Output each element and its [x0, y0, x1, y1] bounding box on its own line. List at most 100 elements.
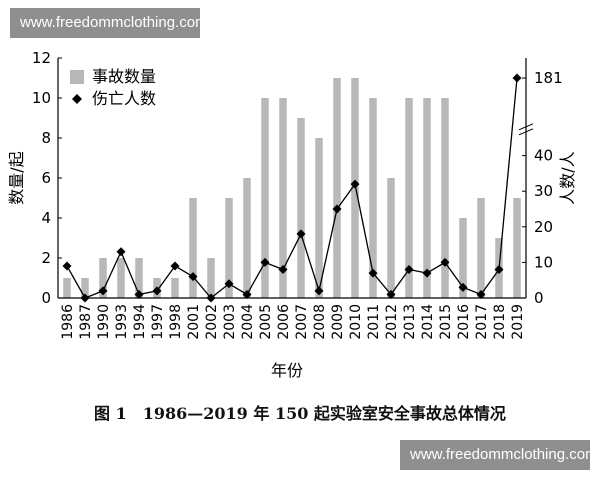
line-point — [260, 257, 270, 267]
figure-caption: 图 1 1986—2019 年 150 起实验室安全事故总体情况 — [94, 404, 506, 423]
bar — [423, 98, 431, 298]
line-point — [314, 286, 324, 296]
y-tick-label: 4 — [41, 209, 51, 227]
y2-tick-label: 10 — [534, 253, 553, 271]
bar-layer — [63, 78, 521, 298]
series-line — [66, 77, 518, 299]
x-tick-label: 1994 — [132, 304, 148, 340]
line-point — [152, 286, 162, 296]
x-tick-label: 1997 — [150, 304, 166, 340]
x-tick-label: 2007 — [294, 304, 310, 340]
x-tick-label: 1990 — [96, 304, 112, 340]
line-point — [422, 268, 432, 278]
x-tick-label: 2001 — [186, 304, 202, 340]
x-tick-label: 2016 — [456, 304, 472, 340]
bar — [279, 98, 287, 298]
y2-tick-label: 40 — [534, 147, 553, 165]
bar — [297, 118, 305, 298]
line-point — [242, 289, 252, 299]
bar — [117, 258, 125, 298]
line-point — [188, 272, 198, 282]
x-tick-label: 2009 — [330, 304, 346, 340]
x-tick-label: 2011 — [366, 304, 382, 340]
line-point — [386, 289, 396, 299]
x-tick-label: 2002 — [204, 304, 220, 340]
line-point — [476, 289, 486, 299]
y-axis-title: 数量/起 — [7, 151, 26, 204]
bar — [441, 98, 449, 298]
line-point — [350, 179, 360, 189]
legend: 事故数量 伤亡人数 — [70, 67, 156, 108]
bar — [477, 198, 485, 298]
y2-axis-title: 人数/人 — [558, 151, 577, 204]
line-point — [296, 229, 306, 239]
bar — [99, 258, 107, 298]
bar — [243, 178, 251, 298]
x-tick-label: 1986 — [60, 304, 76, 340]
bar — [459, 218, 467, 298]
x-tick-label: 2005 — [258, 304, 274, 340]
watermark-bottom: www.freedommclothing.com — [400, 440, 598, 470]
x-tick-label: 2012 — [384, 304, 400, 340]
y-tick-label: 2 — [41, 249, 51, 267]
y2-tick-label: 20 — [534, 218, 553, 236]
y-tick-label: 0 — [41, 289, 51, 307]
bar — [333, 78, 341, 298]
line-point — [278, 265, 288, 275]
line-layer — [62, 73, 522, 303]
legend-swatch-bar — [70, 70, 84, 84]
line-point — [368, 268, 378, 278]
bar — [207, 258, 215, 298]
x-tick-label: 2008 — [312, 304, 328, 340]
bar — [63, 278, 71, 298]
x-tick-label: 2014 — [420, 304, 436, 340]
x-tick-label: 2006 — [276, 304, 292, 340]
line-point — [458, 282, 468, 292]
legend-label-bar: 事故数量 — [92, 67, 156, 86]
bar — [513, 198, 521, 298]
line-point — [206, 293, 216, 303]
bar — [369, 98, 377, 298]
x-tick-label: 1987 — [78, 304, 94, 340]
line-point — [512, 73, 522, 83]
bar — [387, 178, 395, 298]
y2-tick-label: 0 — [534, 289, 544, 307]
line-point — [440, 257, 450, 267]
line-point — [80, 293, 90, 303]
bar — [315, 138, 323, 298]
axis-break-mark — [518, 123, 534, 131]
bar — [225, 198, 233, 298]
x-tick-label: 2018 — [492, 304, 508, 340]
x-tick-label: 2019 — [510, 304, 526, 340]
x-tick-label: 1993 — [114, 304, 130, 340]
x-tick-label: 2004 — [240, 304, 256, 340]
x-tick-label: 2015 — [438, 304, 454, 340]
y-tick-label: 10 — [32, 89, 51, 107]
y2-tick-label: 181 — [534, 69, 563, 87]
line-point — [170, 261, 180, 271]
x-tick-label: 2017 — [474, 304, 490, 340]
x-tick-label: 2013 — [402, 304, 418, 340]
line-point — [134, 289, 144, 299]
x-tick-label: 2003 — [222, 304, 238, 340]
x-axis-title: 年份 — [271, 361, 303, 380]
line-point — [404, 265, 414, 275]
x-tick-label: 1998 — [168, 304, 184, 340]
bar — [171, 278, 179, 298]
y2-tick-label: 30 — [534, 182, 553, 200]
line-point — [332, 204, 342, 214]
y-tick-label: 6 — [41, 169, 51, 187]
bar — [261, 98, 269, 298]
line-point — [62, 261, 72, 271]
y-tick-label: 12 — [32, 49, 51, 67]
legend-marker-diamond — [72, 94, 82, 104]
bar — [189, 198, 197, 298]
watermark-top: www.freedommclothing.com — [10, 8, 208, 38]
axis-break-mark — [518, 128, 534, 136]
bar — [135, 258, 143, 298]
x-tick-label: 2010 — [348, 304, 364, 340]
line-point — [98, 286, 108, 296]
bar — [81, 278, 89, 298]
